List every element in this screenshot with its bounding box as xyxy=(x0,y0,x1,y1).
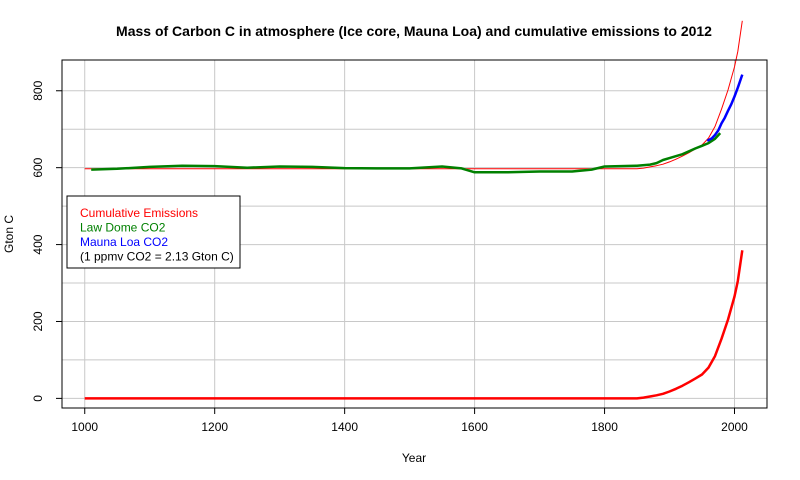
series-line xyxy=(84,250,744,400)
legend-entry: Mauna Loa CO2 xyxy=(80,235,168,249)
series-line xyxy=(706,74,744,142)
x-tick-label: 1200 xyxy=(201,420,228,434)
y-axis: 0 200 400 600 800 xyxy=(31,80,63,402)
x-axis-label: Year xyxy=(402,451,426,465)
legend-entry: Law Dome CO2 xyxy=(80,221,166,235)
series-line xyxy=(91,132,722,174)
legend-entry: Cumulative Emissions xyxy=(80,206,198,220)
series-line xyxy=(84,20,743,170)
y-tick-label: 200 xyxy=(31,311,45,331)
x-tick-label: 1400 xyxy=(331,420,358,434)
series-group xyxy=(84,20,744,400)
x-tick-label: 1600 xyxy=(461,420,488,434)
y-tick-label: 0 xyxy=(31,395,45,402)
y-axis-label: Gton C xyxy=(2,215,16,253)
y-tick-label: 600 xyxy=(31,157,45,177)
x-axis: 1000 1200 1400 1600 1800 2000 xyxy=(71,407,748,434)
y-tick-label: 400 xyxy=(31,234,45,254)
x-tick-label: 1800 xyxy=(591,420,618,434)
y-tick-label: 800 xyxy=(31,80,45,100)
legend-entry: (1 ppmv CO2 = 2.13 Gton C) xyxy=(80,250,234,264)
legend-box xyxy=(66,195,241,269)
x-tick-label: 1000 xyxy=(71,420,98,434)
x-tick-label: 2000 xyxy=(721,420,748,434)
chart-title: Mass of Carbon C in atmosphere (Ice core… xyxy=(116,23,712,39)
